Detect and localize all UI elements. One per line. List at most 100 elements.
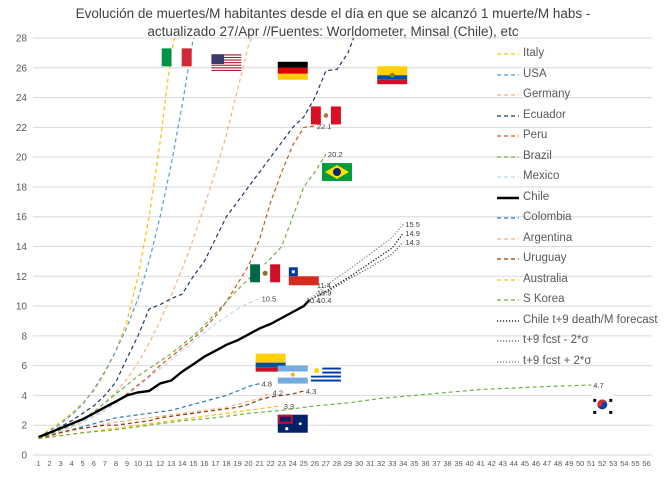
legend-item: Australia bbox=[496, 272, 664, 293]
x-tick-label: 50 bbox=[576, 459, 584, 468]
legend-label: Chile t+9 death/M forecast bbox=[523, 313, 658, 326]
legend-swatch bbox=[497, 217, 519, 219]
x-tick-label: 21 bbox=[255, 459, 263, 468]
legend-swatch bbox=[497, 319, 519, 322]
x-tick-label: 7 bbox=[103, 459, 107, 468]
legend-item: t+9 fcst - 2*σ bbox=[496, 333, 664, 354]
x-tick-label: 48 bbox=[554, 459, 562, 468]
x-tick-label: 55 bbox=[631, 459, 639, 468]
legend-label: t+9 fcst - 2*σ bbox=[523, 334, 589, 346]
data-label: 10.9 bbox=[317, 289, 332, 298]
x-tick-label: 29 bbox=[344, 459, 352, 468]
x-tick-label: 54 bbox=[620, 459, 628, 468]
brazil-flag bbox=[321, 163, 352, 182]
y-tick-label: 18 bbox=[16, 182, 28, 193]
x-tick-label: 33 bbox=[388, 459, 396, 468]
chart-title-line-1: Evolución de muertes/M habitantes desde … bbox=[75, 6, 591, 21]
legend-label: Uruguay bbox=[523, 252, 567, 264]
x-tick-label: 13 bbox=[167, 459, 175, 468]
legend-label: Colombia bbox=[523, 211, 572, 223]
argentina-flag bbox=[277, 365, 308, 384]
italy-flag bbox=[161, 48, 192, 67]
x-tick-label: 9 bbox=[125, 459, 129, 468]
legend-item: Colombia bbox=[496, 210, 664, 231]
legend-swatch bbox=[497, 278, 519, 281]
legend-item: Argentina bbox=[496, 231, 664, 252]
x-tick-label: 49 bbox=[565, 459, 573, 468]
legend-item: Peru bbox=[496, 128, 664, 149]
legend-swatch bbox=[497, 155, 519, 158]
x-tick-label: 11 bbox=[145, 459, 153, 468]
data-label: 14.3 bbox=[405, 238, 420, 247]
x-tick-label: 4 bbox=[70, 459, 74, 468]
x-tick-label: 19 bbox=[233, 459, 241, 468]
x-tick-label: 16 bbox=[200, 459, 208, 468]
y-tick-label: 22 bbox=[16, 123, 28, 134]
legend-label: Argentina bbox=[523, 231, 573, 244]
x-tick-label: 56 bbox=[642, 459, 650, 468]
legend-swatch bbox=[497, 176, 519, 178]
x-tick-label: 38 bbox=[443, 459, 451, 468]
y-tick-label: 16 bbox=[16, 212, 28, 223]
legend-swatch bbox=[497, 360, 519, 363]
legend-swatch bbox=[497, 340, 519, 342]
y-tick-label: 2 bbox=[21, 421, 27, 432]
legend-label: Italy bbox=[523, 47, 545, 59]
ecuador-flag bbox=[377, 66, 408, 85]
x-tick-label: 2 bbox=[47, 459, 51, 468]
data-label: 10.4 bbox=[306, 296, 321, 305]
x-tick-label: 27 bbox=[322, 459, 330, 468]
x-tick-label: 32 bbox=[377, 459, 385, 468]
legend-swatch bbox=[497, 94, 519, 96]
x-tick-label: 30 bbox=[355, 459, 363, 468]
x-tick-label: 39 bbox=[454, 459, 462, 468]
south-korea-flag bbox=[591, 392, 614, 417]
x-tick-label: 15 bbox=[189, 459, 197, 468]
x-tick-label: 36 bbox=[421, 459, 429, 468]
legend-label: Peru bbox=[523, 129, 548, 141]
x-tick-label: 17 bbox=[211, 459, 219, 468]
legend-item: Brazil bbox=[496, 149, 664, 170]
legend-label: USA bbox=[523, 67, 547, 80]
x-tick-label: 45 bbox=[521, 459, 529, 468]
y-tick-label: 24 bbox=[16, 93, 28, 104]
x-tick-label: 8 bbox=[114, 459, 118, 468]
legend-label: t+9 fcst + 2*σ bbox=[523, 354, 592, 367]
legend-swatch bbox=[497, 53, 519, 55]
x-tick-label: 1 bbox=[36, 459, 40, 468]
x-tick-label: 46 bbox=[532, 459, 540, 468]
legend-item: Uruguay bbox=[496, 251, 664, 272]
series-line-germany bbox=[38, 38, 253, 440]
uruguay-flag bbox=[310, 365, 341, 384]
mexico-flag bbox=[250, 264, 281, 283]
legend-item: t+9 fcst + 2*σ bbox=[496, 354, 664, 375]
series-line-s-korea bbox=[38, 384, 592, 440]
x-tick-label: 34 bbox=[399, 459, 407, 468]
series-line-argentina bbox=[38, 391, 271, 440]
legend-swatch bbox=[497, 258, 519, 260]
australia-flag bbox=[277, 414, 308, 433]
x-tick-label: 44 bbox=[510, 459, 518, 468]
data-label: 4.2 bbox=[273, 388, 283, 397]
series-line-usa bbox=[38, 38, 194, 438]
x-tick-label: 14 bbox=[178, 459, 186, 468]
legend-item: Mexico bbox=[496, 169, 664, 190]
x-tick-label: 5 bbox=[81, 459, 85, 468]
chart-legend: Italy USA Germany Ecuador Peru Brazil Mexico Ch… bbox=[496, 46, 664, 374]
data-label: 14.9 bbox=[405, 229, 420, 238]
x-tick-label: 31 bbox=[366, 459, 374, 468]
data-label: 15.5 bbox=[405, 220, 420, 229]
legend-swatch bbox=[497, 196, 519, 199]
legend-item: Chile bbox=[496, 190, 664, 211]
legend-label: Ecuador bbox=[523, 108, 566, 121]
legend-label: S Korea bbox=[523, 293, 565, 305]
germany-flag bbox=[277, 61, 308, 80]
x-tick-label: 51 bbox=[587, 459, 595, 468]
data-label: 10.5 bbox=[262, 295, 277, 304]
x-tick-label: 22 bbox=[266, 459, 274, 468]
x-tick-label: 25 bbox=[300, 459, 308, 468]
plot-area bbox=[38, 38, 592, 440]
y-tick-label: 20 bbox=[16, 153, 28, 164]
x-tick-label: 3 bbox=[59, 459, 63, 468]
legend-swatch bbox=[497, 237, 519, 240]
